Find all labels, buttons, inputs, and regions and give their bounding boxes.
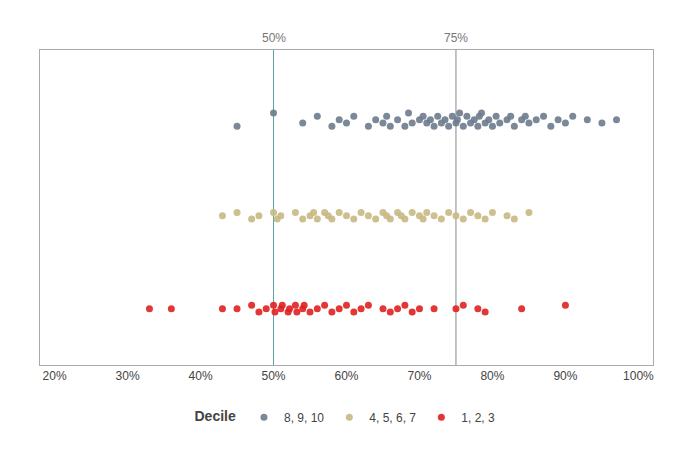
svg-text:Decile: Decile <box>195 408 236 424</box>
svg-text:4, 5, 6, 7: 4, 5, 6, 7 <box>369 411 416 425</box>
svg-text:1, 2, 3: 1, 2, 3 <box>461 411 495 425</box>
svg-text:60%: 60% <box>334 369 358 383</box>
svg-text:75%: 75% <box>444 31 468 45</box>
svg-text:70%: 70% <box>407 369 431 383</box>
svg-text:30%: 30% <box>116 369 140 383</box>
svg-text:80%: 80% <box>480 369 504 383</box>
svg-text:100%: 100% <box>623 369 654 383</box>
svg-text:8, 9, 10: 8, 9, 10 <box>284 411 324 425</box>
svg-text:50%: 50% <box>262 369 286 383</box>
svg-text:90%: 90% <box>553 369 577 383</box>
svg-text:50%: 50% <box>262 31 286 45</box>
svg-text:20%: 20% <box>43 369 67 383</box>
svg-text:40%: 40% <box>189 369 213 383</box>
